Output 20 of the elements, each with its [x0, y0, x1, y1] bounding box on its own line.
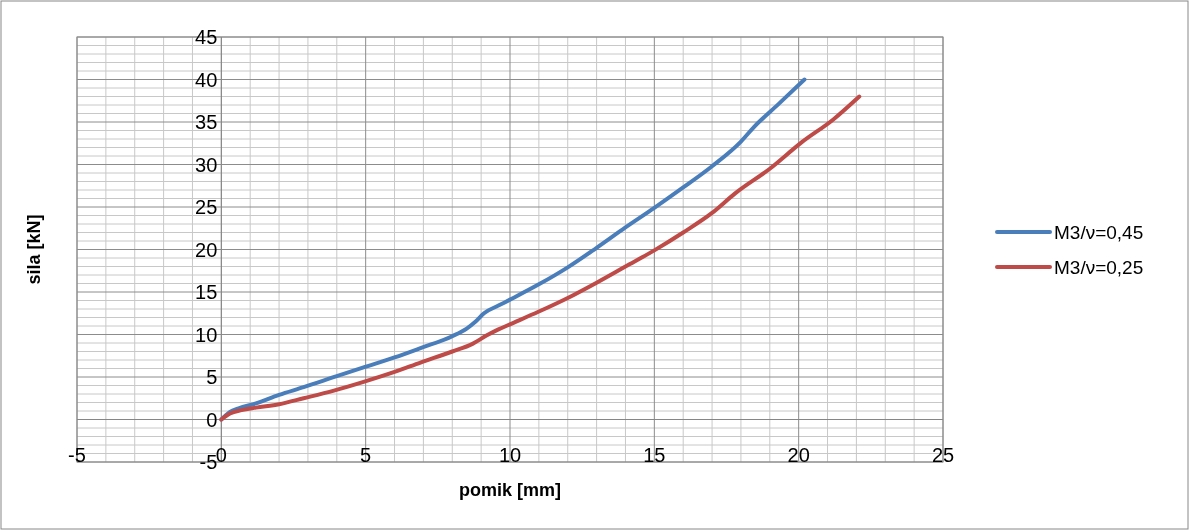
y-tick-label: 45 [195, 26, 218, 48]
y-tick-label: 30 [195, 153, 218, 176]
x-tick-label: 25 [931, 444, 955, 466]
x-tick-label: 10 [498, 444, 522, 466]
y-tick-label: 25 [195, 196, 218, 218]
x-tick-label: 5 [360, 444, 372, 466]
y-axis-title: sila [kN] [24, 214, 44, 285]
x-tick-label: 20 [787, 444, 810, 466]
legend-label: M3/ν=0,25 [1054, 256, 1144, 278]
y-tick-label: 5 [206, 366, 218, 388]
y-tick-label: 40 [195, 68, 218, 91]
y-tick-label: 35 [195, 111, 218, 133]
y-tick-label: 0 [206, 408, 218, 431]
y-tick-label: 15 [195, 281, 218, 303]
y-tick-label: 20 [195, 238, 218, 261]
x-tick-label: -5 [68, 444, 86, 466]
y-tick-label: 10 [195, 323, 218, 346]
x-tick-label: 15 [643, 444, 666, 466]
legend-label: M3/ν=0,45 [1054, 221, 1144, 243]
x-axis-title: pomik [mm] [458, 480, 562, 500]
